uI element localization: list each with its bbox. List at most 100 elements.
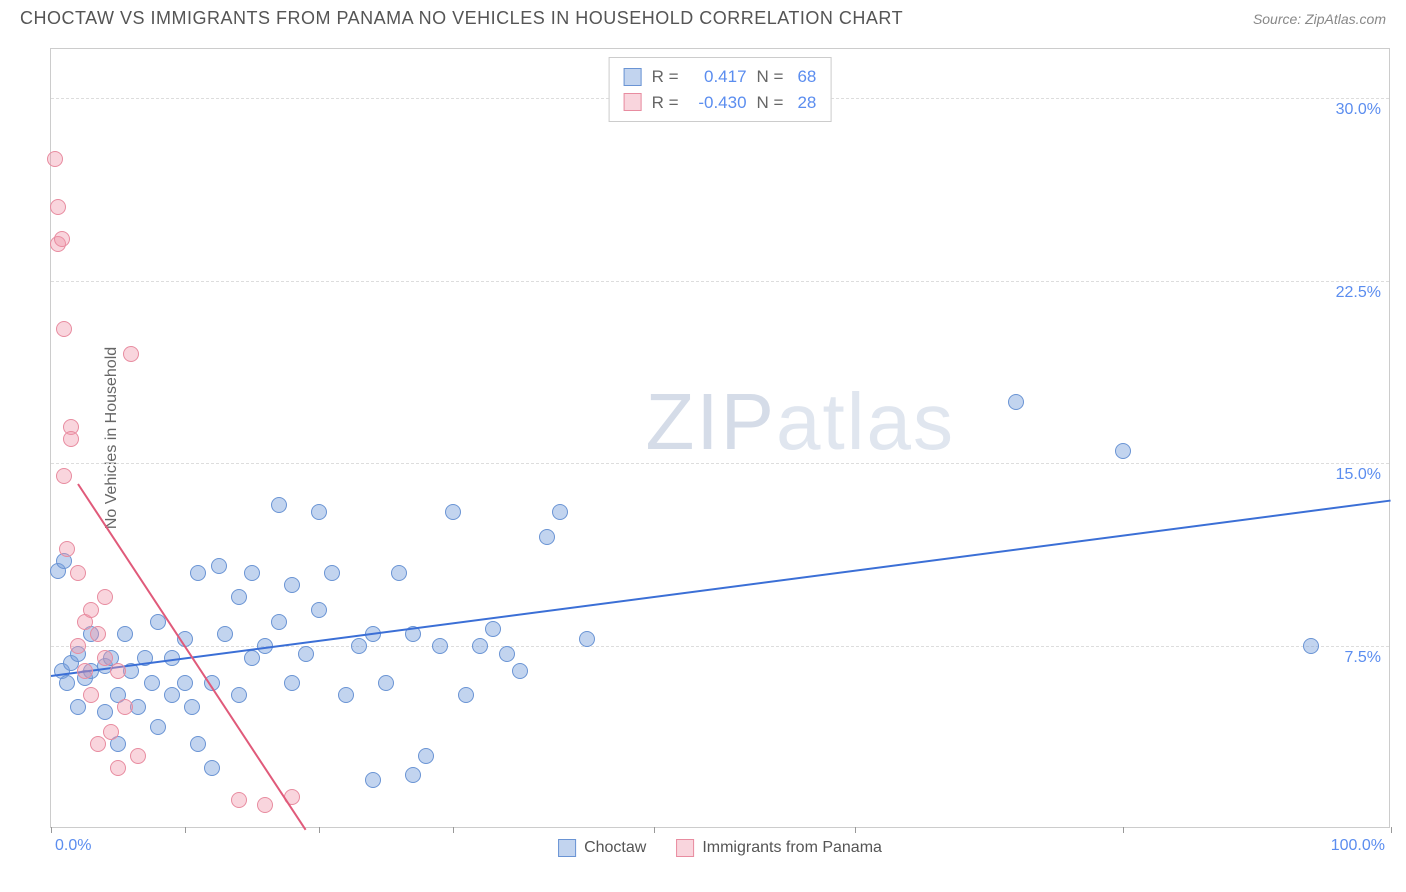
data-point bbox=[90, 736, 106, 752]
data-point bbox=[418, 748, 434, 764]
stats-row-panama: R = -0.430 N = 28 bbox=[624, 90, 817, 116]
data-point bbox=[284, 577, 300, 593]
r-value-choctaw: 0.417 bbox=[689, 64, 747, 90]
data-point bbox=[204, 760, 220, 776]
r-label: R = bbox=[652, 90, 679, 116]
plot-area: 7.5%15.0%22.5%30.0%0.0%100.0% bbox=[51, 49, 1389, 827]
data-point bbox=[164, 687, 180, 703]
n-value-choctaw: 68 bbox=[797, 64, 816, 90]
data-point bbox=[117, 699, 133, 715]
data-point bbox=[59, 541, 75, 557]
data-point bbox=[110, 760, 126, 776]
legend-swatch-choctaw bbox=[558, 839, 576, 857]
data-point bbox=[63, 431, 79, 447]
data-point bbox=[144, 675, 160, 691]
data-point bbox=[445, 504, 461, 520]
data-point bbox=[150, 719, 166, 735]
legend: Choctaw Immigrants from Panama bbox=[558, 839, 882, 857]
data-point bbox=[311, 504, 327, 520]
grid-line bbox=[51, 281, 1389, 282]
data-point bbox=[117, 626, 133, 642]
grid-line bbox=[51, 646, 1389, 647]
y-tick-label: 30.0% bbox=[1336, 101, 1381, 119]
data-point bbox=[97, 704, 113, 720]
data-point bbox=[97, 650, 113, 666]
data-point bbox=[190, 736, 206, 752]
grid-line bbox=[51, 463, 1389, 464]
x-tick bbox=[1123, 827, 1124, 833]
data-point bbox=[97, 589, 113, 605]
x-tick bbox=[453, 827, 454, 833]
chart-title: CHOCTAW VS IMMIGRANTS FROM PANAMA NO VEH… bbox=[20, 8, 903, 29]
data-point bbox=[70, 699, 86, 715]
data-point bbox=[70, 565, 86, 581]
data-point bbox=[552, 504, 568, 520]
data-point bbox=[311, 602, 327, 618]
n-value-panama: 28 bbox=[797, 90, 816, 116]
data-point bbox=[271, 497, 287, 513]
data-point bbox=[499, 646, 515, 662]
data-point bbox=[257, 797, 273, 813]
data-point bbox=[70, 638, 86, 654]
data-point bbox=[485, 621, 501, 637]
legend-item-panama: Immigrants from Panama bbox=[676, 839, 882, 857]
data-point bbox=[50, 199, 66, 215]
y-tick-label: 22.5% bbox=[1336, 284, 1381, 302]
data-point bbox=[338, 687, 354, 703]
stats-row-choctaw: R = 0.417 N = 68 bbox=[624, 64, 817, 90]
data-point bbox=[190, 565, 206, 581]
data-point bbox=[365, 772, 381, 788]
data-point bbox=[271, 614, 287, 630]
data-point bbox=[47, 151, 63, 167]
x-tick bbox=[51, 827, 52, 833]
data-point bbox=[90, 626, 106, 642]
x-tick bbox=[1391, 827, 1392, 833]
data-point bbox=[512, 663, 528, 679]
x-tick bbox=[654, 827, 655, 833]
x-tick-label: 100.0% bbox=[1331, 837, 1385, 855]
data-point bbox=[83, 602, 99, 618]
x-tick bbox=[185, 827, 186, 833]
data-point bbox=[184, 699, 200, 715]
data-point bbox=[1303, 638, 1319, 654]
r-label: R = bbox=[652, 64, 679, 90]
swatch-panama bbox=[624, 93, 642, 111]
data-point bbox=[539, 529, 555, 545]
data-point bbox=[432, 638, 448, 654]
data-point bbox=[217, 626, 233, 642]
x-tick bbox=[855, 827, 856, 833]
y-tick-label: 15.0% bbox=[1336, 466, 1381, 484]
data-point bbox=[83, 687, 99, 703]
data-point bbox=[244, 650, 260, 666]
data-point bbox=[351, 638, 367, 654]
data-point bbox=[110, 663, 126, 679]
data-point bbox=[1008, 394, 1024, 410]
legend-item-choctaw: Choctaw bbox=[558, 839, 646, 857]
data-point bbox=[458, 687, 474, 703]
data-point bbox=[244, 565, 260, 581]
data-point bbox=[378, 675, 394, 691]
x-tick-label: 0.0% bbox=[55, 837, 91, 855]
data-point bbox=[56, 321, 72, 337]
data-point bbox=[177, 675, 193, 691]
data-point bbox=[391, 565, 407, 581]
data-point bbox=[130, 748, 146, 764]
x-tick bbox=[319, 827, 320, 833]
source-attribution: Source: ZipAtlas.com bbox=[1253, 11, 1386, 27]
legend-swatch-panama bbox=[676, 839, 694, 857]
correlation-stats-box: R = 0.417 N = 68 R = -0.430 N = 28 bbox=[609, 57, 832, 122]
data-point bbox=[54, 231, 70, 247]
n-label: N = bbox=[757, 64, 784, 90]
data-point bbox=[231, 687, 247, 703]
data-point bbox=[298, 646, 314, 662]
data-point bbox=[579, 631, 595, 647]
chart-area: No Vehicles in Household ZIPatlas 7.5%15… bbox=[50, 48, 1390, 828]
data-point bbox=[103, 724, 119, 740]
data-point bbox=[59, 675, 75, 691]
data-point bbox=[77, 663, 93, 679]
data-point bbox=[472, 638, 488, 654]
y-tick-label: 7.5% bbox=[1345, 649, 1381, 667]
data-point bbox=[123, 346, 139, 362]
data-point bbox=[405, 767, 421, 783]
data-point bbox=[56, 468, 72, 484]
